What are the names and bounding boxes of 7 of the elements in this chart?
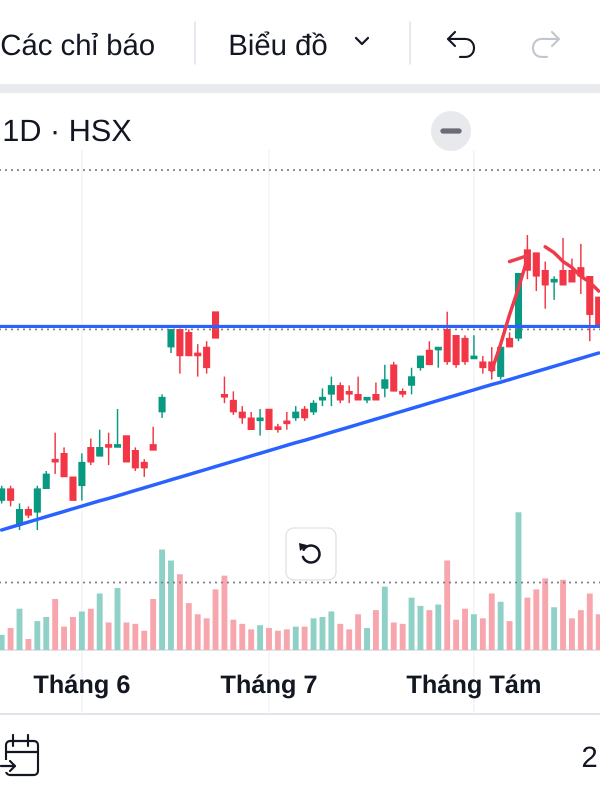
text: Các chỉ báo xyxy=(2,32,154,56)
text: Biểu đồ xyxy=(230,31,326,56)
x-tick-label: Tháng 7 xyxy=(220,674,316,698)
text: 2 xyxy=(582,746,596,767)
x-tick-label: Tháng Tám xyxy=(406,674,540,698)
chart-title: 1D · HSX xyxy=(4,120,132,142)
x-tick-label: Tháng 6 xyxy=(34,674,130,698)
